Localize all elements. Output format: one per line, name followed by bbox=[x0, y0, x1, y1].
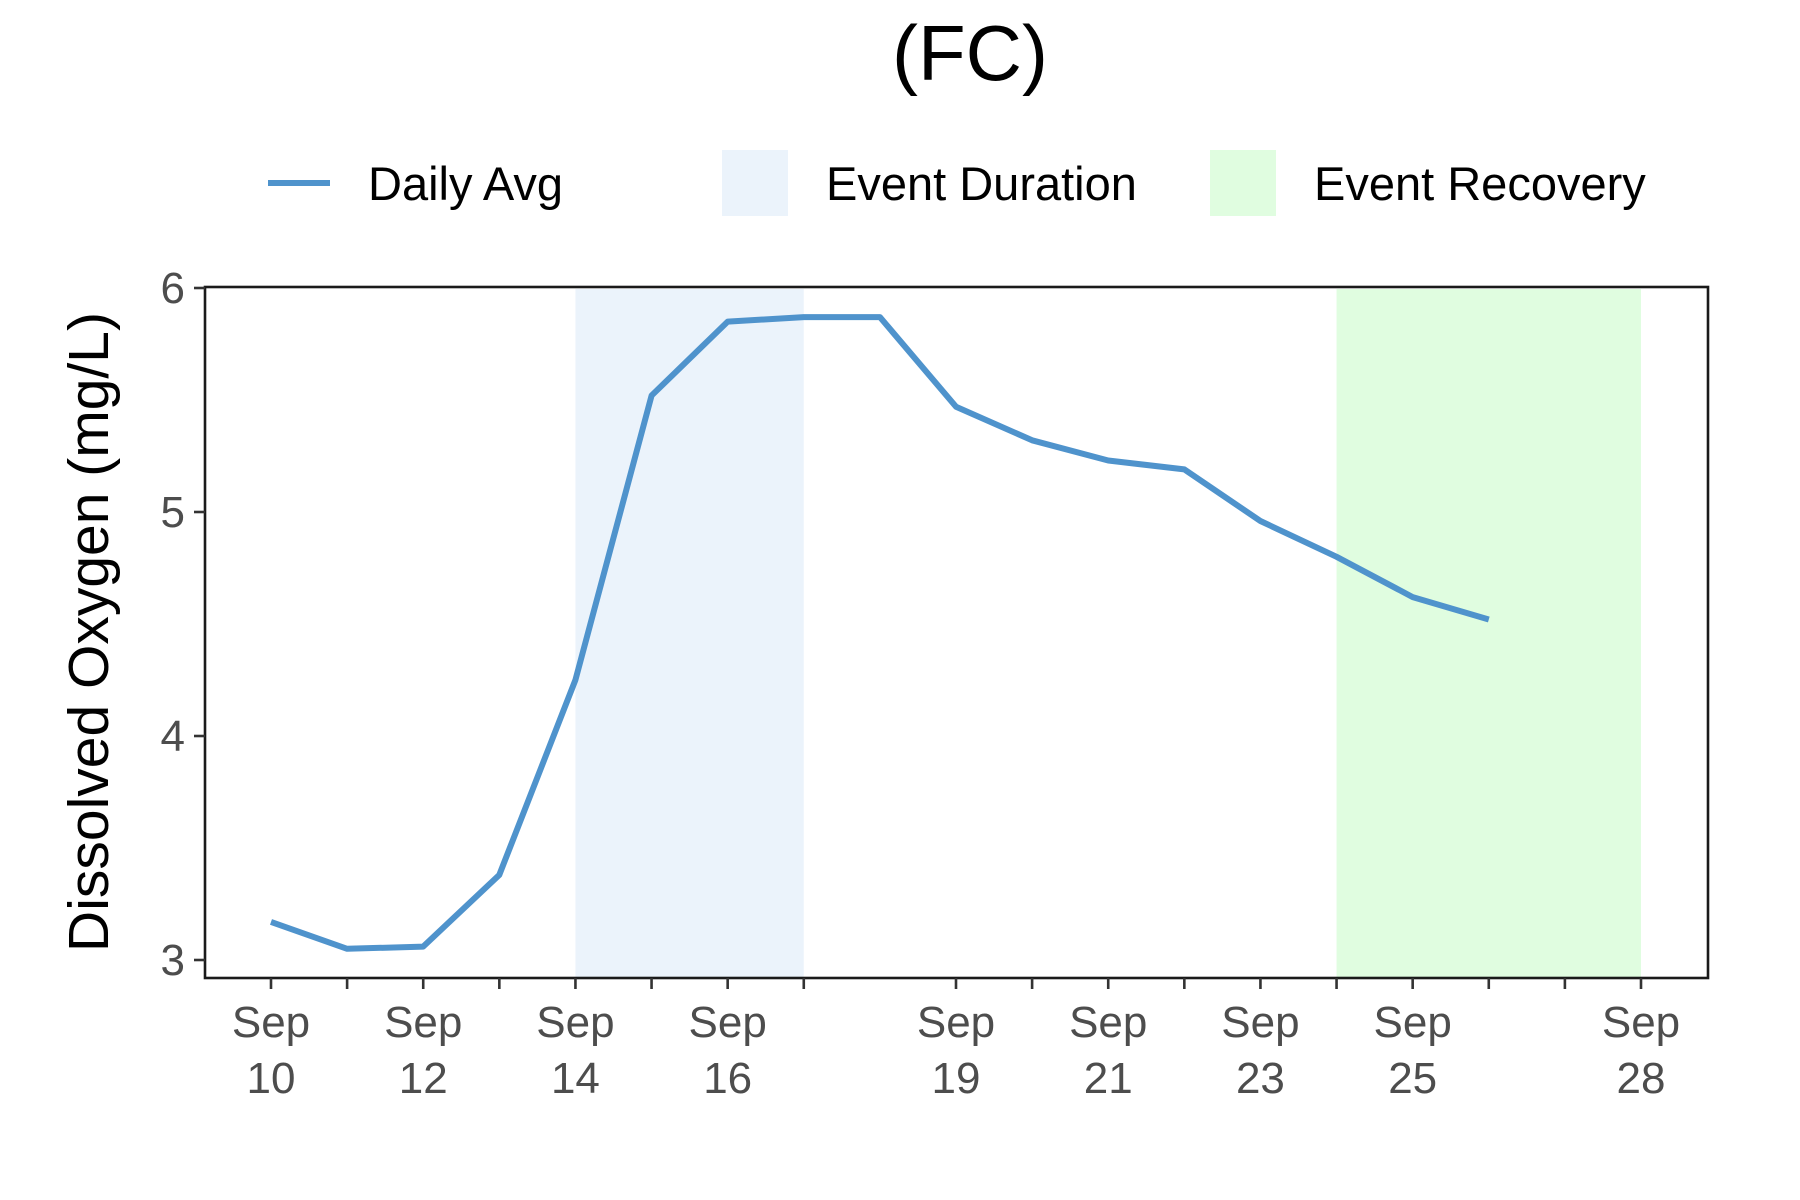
shaded-region-event-recovery bbox=[1336, 289, 1641, 977]
x-tick-label: Sep 16 bbox=[689, 998, 767, 1103]
shaded-regions bbox=[575, 289, 1641, 977]
y-axis-label: Dissolved Oxygen (mg/L) bbox=[57, 312, 121, 952]
legend-key-event-recovery bbox=[1210, 150, 1276, 216]
x-tick-label: Sep 23 bbox=[1221, 998, 1299, 1103]
y-axis: 3 4 5 6 bbox=[161, 264, 205, 985]
x-tick-label: Sep 28 bbox=[1602, 998, 1680, 1103]
x-tick-label: Sep 25 bbox=[1374, 998, 1452, 1103]
y-tick-label: 4 bbox=[161, 712, 185, 761]
shaded-region-event-duration bbox=[575, 289, 804, 977]
y-tick-label: 5 bbox=[161, 488, 185, 537]
legend-label-daily-avg: Daily Avg bbox=[368, 157, 563, 210]
y-tick-label: 3 bbox=[161, 936, 185, 985]
legend-label-event-recovery: Event Recovery bbox=[1314, 157, 1646, 210]
x-tick-label: Sep 19 bbox=[917, 998, 995, 1103]
series-layer bbox=[270, 314, 1490, 952]
x-axis: Sep 10 Sep 12 Sep 14 Sep 16 Sep 19 Sep 21 Sep 23 Sep 25… bbox=[232, 978, 1680, 1103]
x-tick-label: Sep 10 bbox=[232, 998, 310, 1103]
x-tick-label: Sep 14 bbox=[536, 998, 614, 1103]
legend: Daily Avg Event Duration Event Recovery bbox=[268, 150, 1646, 216]
chart-title: (FC) bbox=[892, 9, 1048, 97]
x-tick-label: Sep 12 bbox=[384, 998, 462, 1103]
legend-key-event-duration bbox=[722, 150, 788, 216]
series-line-daily-avg bbox=[270, 314, 1490, 952]
legend-label-event-duration: Event Duration bbox=[826, 157, 1137, 210]
y-tick-label: 6 bbox=[161, 264, 185, 313]
x-tick-label: Sep 21 bbox=[1069, 998, 1147, 1103]
